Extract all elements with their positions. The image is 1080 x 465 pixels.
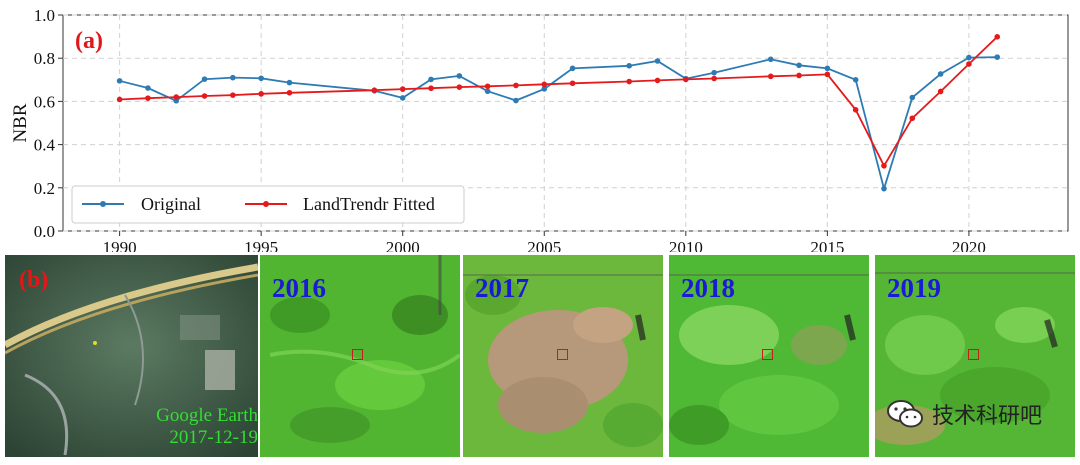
satellite-tile-2016: 2016 [260, 255, 460, 457]
series-0-point [399, 95, 406, 101]
series-1-point [286, 89, 293, 96]
series-1-point [145, 95, 151, 101]
series-1-point [937, 88, 944, 95]
series-line-1 [119, 36, 998, 168]
series-1-point [852, 107, 859, 113]
tile-year-2019: 2019 [887, 273, 941, 303]
series-line-0 [119, 56, 998, 192]
series-1-point [484, 83, 491, 90]
series-0-point [767, 56, 774, 63]
tile-year-2017: 2017 [475, 273, 529, 303]
series-0-point [116, 78, 123, 84]
series-0-point [484, 88, 491, 95]
series-1-point [909, 115, 916, 122]
series-1-point [824, 71, 831, 78]
tile-year-2016: 2016 [272, 273, 326, 303]
google-earth-caption-line2: 2017-12-19 [169, 427, 258, 448]
series-1-point [711, 75, 717, 82]
series-1-point [399, 86, 406, 92]
tile-year-2018: 2018 [681, 273, 735, 303]
y-tick-label: 0.4 [34, 136, 56, 155]
series-1-point [428, 85, 434, 92]
series-0-point [513, 97, 519, 104]
grid-lines [63, 14, 1068, 232]
target-marker [762, 349, 773, 360]
x-tick-label: 2010 [669, 238, 703, 252]
series-1-point [173, 94, 180, 100]
google-earth-caption-line1: Google Earth [156, 405, 258, 426]
series-0-point [711, 69, 717, 76]
x-tick-label: 1990 [103, 238, 137, 252]
series-1-point [541, 81, 548, 88]
legend-landtrendr-fitted: LandTrendr Fitted [303, 194, 435, 214]
series-1-point [683, 76, 689, 83]
y-tick-label: 0.6 [34, 92, 55, 111]
x-tick-label: 2005 [527, 238, 561, 252]
satellite-tile-2018: 2018 [669, 255, 869, 457]
series-0-point [909, 94, 916, 101]
satellite-tile-2017: 2017 [463, 255, 663, 457]
google-earth-image: (b) Google Earth 2017-12-19 [5, 255, 258, 457]
series-1-point [654, 77, 661, 84]
y-axis-ticks: 0.0 0.2 0.4 0.6 0.8 1.0 [34, 6, 63, 241]
x-axis-ticks: 1990 1995 2000 2005 2010 2015 2020 [103, 231, 986, 252]
y-tick-label: 0.2 [34, 179, 55, 198]
series-1-point [881, 162, 887, 169]
series-0-point [569, 65, 576, 72]
watermark-text: 技术科研吧 [931, 404, 1042, 429]
x-tick-label: 2015 [810, 238, 844, 252]
series-0-point [456, 73, 463, 79]
series-1-point [569, 80, 576, 87]
legend-original: Original [141, 194, 201, 214]
target-marker [557, 349, 568, 360]
series-0-point [966, 54, 972, 61]
y-axis-label: NBR [10, 103, 31, 142]
x-tick-label: 2020 [952, 238, 986, 252]
panel-b-label: (b) [19, 267, 49, 293]
target-marker [352, 349, 363, 360]
watermark: 技术科研吧 [886, 398, 1042, 430]
wechat-icon [886, 400, 923, 428]
series-0-point [201, 76, 208, 82]
series-1-point [767, 73, 774, 80]
series-1-point [371, 87, 378, 93]
series-1-point [456, 84, 463, 90]
series-0-point [824, 65, 831, 72]
series-1-point [966, 61, 972, 67]
series-0-point [541, 86, 548, 92]
series-1-point [116, 96, 123, 103]
series-0-point [654, 58, 661, 64]
series-1-point [513, 82, 519, 89]
series-0-point [230, 74, 236, 81]
series-0-point [626, 62, 632, 69]
nbr-line-chart: 0.0 0.2 0.4 0.6 0.8 1.0 1990 1995 2000 2005 2010 2… [10, 6, 1069, 252]
panel-a-label: (a) [75, 28, 103, 54]
series-0-point [937, 71, 944, 77]
y-tick-label: 1.0 [34, 6, 55, 25]
series-1-point [201, 93, 208, 99]
x-tick-label: 2000 [386, 238, 420, 252]
legend: Original LandTrendr Fitted [71, 185, 465, 224]
series-0-point [796, 62, 802, 69]
series-0-point [881, 185, 887, 192]
x-tick-label: 1995 [244, 238, 278, 252]
series-1-point [796, 72, 802, 79]
series-lines [119, 36, 998, 192]
series-0-point [428, 76, 434, 83]
series-0-point [258, 75, 264, 82]
series-points [116, 34, 1001, 192]
series-0-point [852, 77, 859, 83]
y-tick-label: 0.0 [34, 222, 55, 241]
series-1-point [258, 91, 264, 97]
series-1-point [626, 78, 632, 85]
series-0-point [145, 85, 151, 91]
series-1-point [230, 92, 236, 98]
series-0-point [286, 79, 293, 86]
series-1-point [994, 34, 1001, 40]
y-tick-label: 0.8 [34, 49, 55, 68]
target-marker [968, 349, 979, 360]
series-0-point [994, 54, 1001, 60]
